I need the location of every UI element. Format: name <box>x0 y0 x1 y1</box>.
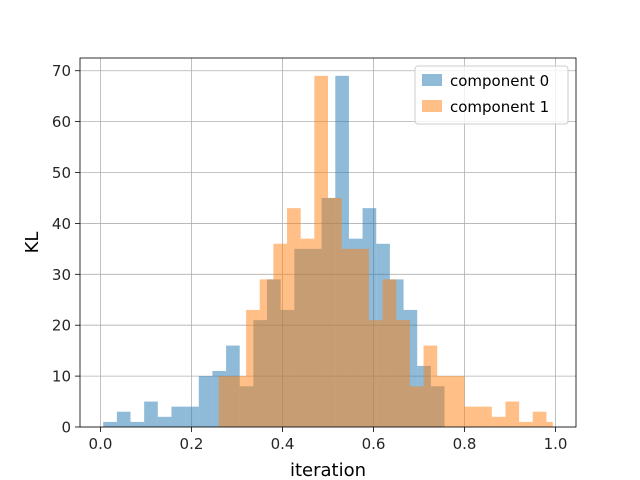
x-tick-label: 0.2 <box>180 435 204 453</box>
histogram-bar <box>130 421 145 427</box>
y-tick-label: 70 <box>52 62 71 80</box>
histogram-bar <box>287 208 301 427</box>
histogram-bar <box>157 416 172 427</box>
histogram-bar <box>505 401 520 427</box>
y-tick-label: 30 <box>52 266 71 284</box>
histogram-bar <box>171 406 186 427</box>
plot-frame <box>79 57 577 428</box>
y-axis-ticks: 0 10 20 30 40 50 60 70 <box>52 62 80 437</box>
legend-label: component 0 <box>450 72 549 90</box>
histogram-bar <box>314 75 328 428</box>
series-1-bars <box>218 75 553 428</box>
histogram-bar <box>437 376 451 427</box>
histogram-bar <box>328 197 342 427</box>
histogram-bar <box>478 406 492 427</box>
x-tick-label: 0.4 <box>271 435 295 453</box>
histogram-bar <box>246 309 260 427</box>
histogram-bar <box>491 416 506 427</box>
legend-swatch <box>422 100 442 112</box>
y-tick-label: 10 <box>52 368 71 386</box>
legend-frame <box>414 65 569 125</box>
legend: component 0 component 1 <box>414 65 569 125</box>
histogram-bar <box>382 279 397 427</box>
histogram-bar <box>396 320 410 427</box>
histogram-bar <box>546 421 553 427</box>
histogram-bar <box>218 376 233 427</box>
y-tick-label: 0 <box>61 419 71 437</box>
histogram-bar <box>341 248 356 427</box>
histogram-bar <box>368 320 383 427</box>
x-axis-label: iteration <box>290 460 366 480</box>
histogram-bar <box>198 376 213 427</box>
x-tick-label: 1.0 <box>544 435 568 453</box>
histogram-bar <box>259 279 274 427</box>
histogram-bar <box>116 411 131 427</box>
y-tick-label: 50 <box>52 164 71 182</box>
x-tick-label: 0.0 <box>89 435 113 453</box>
y-tick-label: 40 <box>52 215 71 233</box>
histogram-bar <box>423 345 438 427</box>
histogram-bar <box>232 376 247 427</box>
histogram-bar <box>185 406 199 427</box>
x-axis-ticks: 0.0 0.2 0.4 0.6 0.8 1.0 <box>89 427 568 453</box>
histogram-bar <box>103 421 117 427</box>
legend-label: component 1 <box>450 98 549 116</box>
histogram-bars <box>103 75 553 428</box>
histogram-bar <box>519 421 533 427</box>
x-tick-label: 0.6 <box>362 435 386 453</box>
histogram-bar <box>464 406 479 427</box>
histogram-bar <box>355 248 369 427</box>
histogram-bar <box>409 386 424 427</box>
histogram-bar <box>144 401 158 427</box>
histogram-bar <box>532 411 547 427</box>
x-tick-label: 0.8 <box>453 435 477 453</box>
legend-swatch <box>422 74 442 86</box>
y-axis-label: KL <box>22 232 43 254</box>
histogram-bar <box>450 376 465 427</box>
y-tick-label: 20 <box>52 317 71 335</box>
y-tick-label: 60 <box>52 113 71 131</box>
histogram-bar <box>273 243 288 427</box>
histogram-bar <box>300 238 315 427</box>
